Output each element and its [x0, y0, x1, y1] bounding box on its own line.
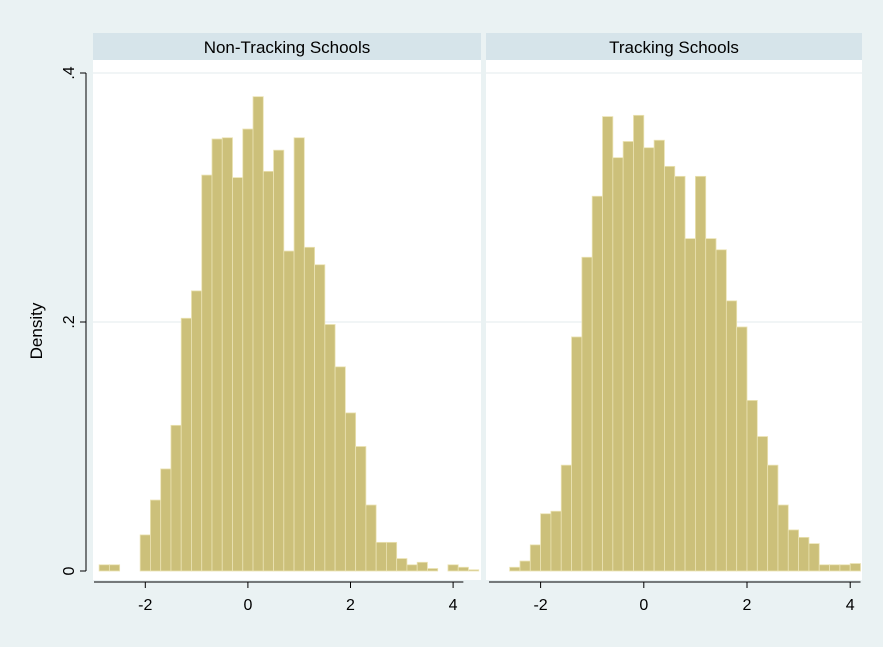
y-tick-label: .4 [61, 66, 78, 79]
histogram-bar [705, 238, 717, 572]
panel-title: Tracking Schools [609, 38, 739, 57]
x-tick-label: 4 [449, 597, 458, 614]
x-tick-label: 2 [743, 597, 752, 614]
histogram-bar [242, 128, 254, 572]
histogram-bar [777, 504, 789, 572]
histogram-bar [550, 510, 562, 572]
histogram-bar [232, 177, 244, 572]
histogram-bar [787, 529, 800, 572]
histogram-bar [396, 558, 408, 572]
histogram-bar [262, 170, 274, 572]
histogram-bar [653, 139, 665, 572]
histogram-bar [273, 149, 285, 572]
y-axis-label: Density [27, 302, 46, 359]
histogram-bar [252, 96, 264, 572]
y-tick-label: .2 [61, 315, 78, 328]
histogram-bar [416, 561, 428, 572]
panel-strip [486, 33, 862, 60]
histogram-bar [798, 536, 810, 572]
x-tick-label: -2 [533, 597, 547, 614]
histogram-bar [725, 300, 738, 572]
histogram-bar [540, 513, 552, 572]
histogram-bar [201, 174, 213, 572]
y-tick-label: 0 [61, 566, 78, 575]
histogram-bar [191, 290, 203, 572]
histogram-bar [150, 499, 162, 572]
histogram-bar [334, 366, 346, 572]
histogram-bar [571, 336, 583, 572]
histogram-bar [180, 317, 192, 572]
histogram-bar [695, 175, 707, 572]
panel-strip [93, 33, 481, 60]
histogram-bar [849, 563, 861, 572]
histogram-bar [664, 165, 676, 572]
histogram-bar [808, 543, 820, 572]
histogram-bar [602, 116, 614, 572]
histogram-bar [829, 564, 841, 572]
histogram-bar [818, 564, 830, 572]
histogram-bar [324, 324, 336, 572]
histogram-bar [509, 566, 521, 572]
histogram-bar [139, 534, 151, 572]
panel-title: Non-Tracking Schools [204, 38, 371, 57]
histogram-bar [622, 141, 634, 572]
histogram-bar [293, 137, 305, 572]
histogram-bar [839, 564, 851, 572]
histogram-bar [612, 157, 624, 572]
histogram-bar [170, 424, 182, 572]
histogram-bar [303, 246, 315, 572]
histogram-bar [406, 564, 418, 572]
histogram-bar [674, 175, 686, 572]
histogram-bar [355, 446, 367, 572]
histogram-bar [365, 504, 377, 572]
histogram-bar [160, 468, 172, 572]
histogram-bar [344, 412, 357, 572]
histogram-bar [746, 400, 758, 572]
histogram-bar [447, 564, 459, 572]
histogram-bar [736, 326, 748, 572]
histogram-bar [468, 569, 480, 572]
x-tick-label: 4 [846, 597, 855, 614]
histogram-bar [581, 256, 593, 572]
histogram-bar [375, 541, 387, 572]
x-tick-label: 0 [243, 597, 252, 614]
x-tick-label: 0 [639, 597, 648, 614]
histogram-bar [427, 568, 439, 572]
histogram-bar [211, 138, 223, 572]
histogram-bar [221, 137, 233, 572]
histogram-bar [643, 147, 655, 572]
histogram-bar [108, 564, 121, 572]
histogram-bar [314, 264, 326, 572]
histogram-bar [457, 566, 469, 572]
x-tick-label: -2 [138, 597, 152, 614]
x-tick-label: 2 [346, 597, 355, 614]
histogram-bar [98, 564, 110, 572]
histogram-bar [386, 541, 398, 572]
histogram-bar [767, 464, 779, 572]
histogram-bar [283, 250, 295, 572]
histogram-bar [519, 560, 531, 572]
histogram-bar [715, 249, 727, 572]
histogram-bar [756, 436, 769, 572]
histogram-bar [591, 195, 603, 572]
histogram-bar [633, 114, 645, 572]
histogram-bar [560, 464, 572, 572]
histogram-bar [684, 238, 696, 572]
histogram-bar [529, 544, 542, 572]
